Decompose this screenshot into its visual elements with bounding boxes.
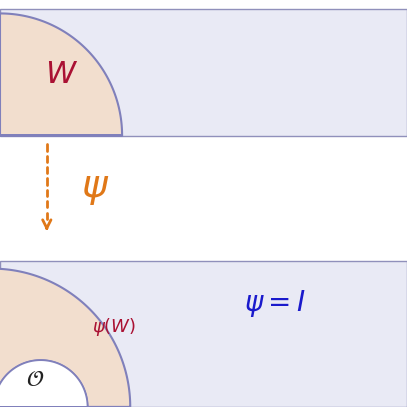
Polygon shape	[0, 360, 88, 407]
Text: $W$: $W$	[45, 59, 78, 90]
Bar	[0, 9, 407, 136]
Text: $\psi$: $\psi$	[81, 171, 109, 208]
Bar	[0, 261, 407, 407]
Text: $\mathcal{O}$: $\mathcal{O}$	[26, 369, 45, 391]
Text: $\psi(W)$: $\psi(W)$	[92, 316, 136, 338]
Polygon shape	[0, 13, 122, 136]
Text: $\psi = I$: $\psi = I$	[244, 288, 306, 319]
Polygon shape	[0, 269, 130, 407]
